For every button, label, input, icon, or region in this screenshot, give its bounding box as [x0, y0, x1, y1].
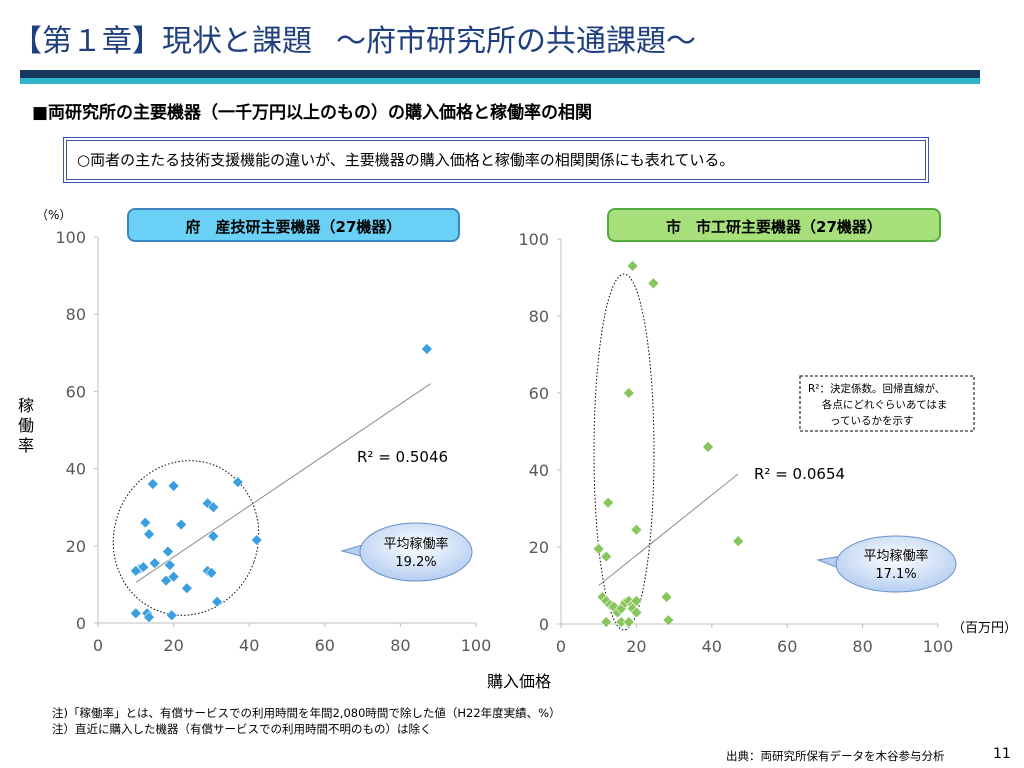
chart-right-shi: 0 20 40 60 80 100 0 20 40 60 80 100 R² = 0.0654 平均稼働率…	[518, 230, 975, 656]
callout-text: 平均稼働率	[383, 536, 448, 552]
y-axis-label: 稼働率	[18, 396, 35, 455]
x-tick-label: 100	[923, 637, 954, 656]
data-point	[143, 611, 155, 624]
r2-definition-text: R²：決定係数。回帰直線が、	[808, 382, 945, 395]
data-point	[647, 277, 660, 290]
callout-bubble	[359, 522, 473, 582]
data-point	[600, 550, 613, 563]
callout-text: 平均稼働率	[863, 548, 928, 564]
data-point	[148, 557, 161, 570]
y-unit-label: （%）	[36, 208, 72, 222]
r2-label: R² = 0.5046	[357, 448, 448, 466]
data-point	[146, 478, 159, 490]
r2-definition-text: っているかを示す	[830, 415, 913, 427]
data-point	[167, 480, 180, 492]
data-point	[165, 609, 178, 622]
data-point	[626, 260, 639, 272]
r2-label: R² = 0.0654	[754, 465, 845, 483]
x-tick-label: 40	[239, 636, 259, 655]
data-point	[205, 566, 218, 579]
data-point	[231, 476, 244, 489]
y-tick-label: 0	[76, 614, 86, 633]
data-point	[630, 606, 643, 619]
data-point	[162, 545, 174, 558]
data-point	[420, 343, 433, 355]
data-point	[600, 616, 613, 628]
data-point	[143, 528, 155, 541]
slide-title: 【第１章】現状と課題 ～府市研究所の共通課題～	[12, 16, 696, 60]
chart-left-fu: 0 20 40 60 80 100 0 20 40 60 80 100 R² = 0.5046 平均稼働率…	[55, 228, 491, 655]
title-sub: ～府市研究所の共通課題～	[336, 24, 696, 59]
x-tick-label: 0	[93, 636, 103, 655]
chart-right-title: 市 市工研主要機器（27機器）	[607, 208, 941, 242]
cluster-ellipse	[593, 273, 655, 631]
trend-line	[135, 383, 431, 583]
data-point	[602, 496, 615, 509]
callout-bubble	[835, 535, 957, 593]
y-tick-label: 100	[55, 228, 86, 247]
x-tick-label: 20	[626, 637, 646, 656]
y-tick-label: 60	[529, 384, 549, 403]
data-point	[167, 570, 180, 583]
y-tick-label: 20	[66, 537, 86, 556]
y-tick-label: 80	[66, 305, 86, 324]
title-rule-navy	[20, 70, 980, 78]
data-point	[175, 518, 188, 531]
data-point	[207, 530, 220, 543]
data-point	[139, 516, 152, 529]
footnote-1: 注)「稼働率」とは、有償サービスでの利用時間を年間2,080時間で除した値（H2…	[52, 706, 561, 720]
r2-definition-text: 各点にどれぐらいあてはま	[808, 398, 947, 411]
data-point	[180, 582, 193, 595]
x-tick-label: 0	[556, 637, 566, 656]
title-rule-teal	[20, 78, 980, 84]
y-tick-label: 20	[529, 538, 549, 557]
footnotes: 注)「稼働率」とは、有償サービスでの利用時間を年間2,080時間で除した値（H2…	[52, 705, 561, 737]
data-point	[211, 595, 223, 608]
data-point	[250, 534, 263, 546]
data-point	[630, 523, 643, 536]
r2-definition-box	[799, 375, 975, 432]
data-point	[702, 440, 714, 453]
summary-note: ○両者の主たる技術支援機能の違いが、主要機器の購入価格と稼働率の相関関係にも表れ…	[66, 140, 926, 180]
data-point	[630, 594, 643, 607]
x-unit-label: （百万円）	[952, 621, 1018, 636]
x-tick-label: 40	[702, 637, 722, 656]
y-tick-label: 60	[66, 382, 86, 401]
data-point	[660, 591, 673, 603]
data-point	[622, 616, 635, 628]
y-tick-label: 100	[518, 230, 549, 249]
data-point	[129, 564, 142, 577]
chart-left-title: 府 産技研主要機器（27機器）	[127, 208, 460, 242]
x-tick-label: 80	[852, 637, 872, 656]
x-tick-label: 20	[163, 636, 183, 655]
x-tick-label: 60	[777, 637, 797, 656]
y-tick-label: 0	[539, 615, 549, 634]
data-point	[163, 559, 176, 572]
y-tick-label: 40	[529, 461, 549, 480]
data-point	[129, 607, 142, 620]
y-tick-label: 80	[529, 307, 549, 326]
footnote-2: 注）直近に購入した機器（有償サービスでの利用時間不明のもの）は除く	[52, 722, 432, 736]
trend-line	[598, 473, 739, 586]
data-point	[732, 535, 745, 548]
x-tick-label: 100	[461, 636, 492, 655]
data-point	[662, 614, 675, 627]
data-point	[207, 501, 220, 514]
callout-text: 19.2%	[395, 555, 436, 570]
x-tick-label: 80	[390, 636, 410, 655]
x-axis-label: 購入価格	[487, 672, 552, 691]
data-point	[622, 387, 635, 399]
source-note: 出典：両研究所保有データを木谷参与分析	[726, 749, 945, 763]
section-heading: ■両研究所の主要機器（一千万円以上のもの）の購入価格と稼働率の相関	[32, 103, 593, 123]
y-tick-label: 40	[66, 460, 86, 479]
callout-text: 17.1%	[875, 567, 916, 582]
page-number: 11	[993, 746, 1011, 762]
title-main: 【第１章】現状と課題	[12, 24, 312, 59]
data-point	[592, 543, 605, 555]
x-tick-label: 60	[315, 636, 335, 655]
cluster-ellipse	[112, 460, 260, 616]
